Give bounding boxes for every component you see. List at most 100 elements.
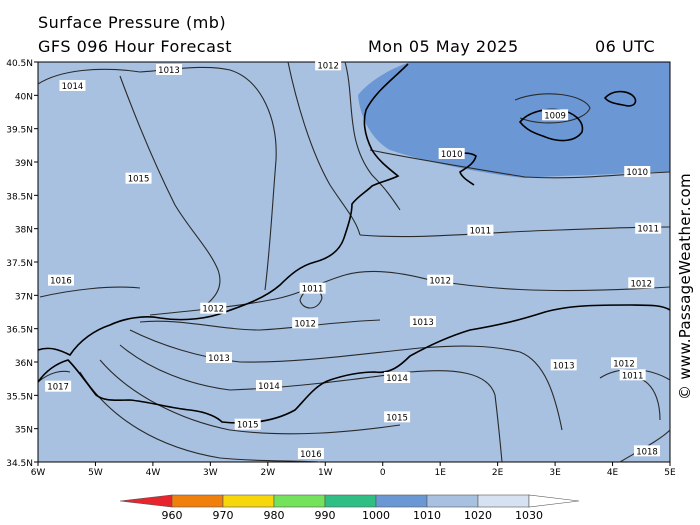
isobar-label: 1012 xyxy=(611,357,638,369)
pressure-legend: 960 970 980 990 1000 1010 1020 1030 xyxy=(119,494,580,522)
isobar-label-bg xyxy=(315,59,342,71)
legend-tick-label: 960 xyxy=(162,509,183,522)
isobar-label: 1015 xyxy=(384,411,411,423)
legend-swatch xyxy=(426,494,479,508)
isobar-1017 xyxy=(37,370,71,383)
isobar-label-text: 1010 xyxy=(441,150,463,160)
lat-label: 37.5N xyxy=(6,259,33,269)
isobar-label-bg xyxy=(634,445,661,457)
isobar-label: 1012 xyxy=(315,59,342,71)
isobar-label-text: 1013 xyxy=(208,354,230,364)
isobar-label: 1013 xyxy=(409,316,436,328)
isobar-label-text: 1014 xyxy=(258,382,280,392)
legend-tick-label: 1010 xyxy=(413,509,441,522)
isobar-label: 1013 xyxy=(155,64,182,76)
isobar-labels: 1013 1014 1012 1009 1010 1010 1015 1011 1011 1016… xyxy=(45,59,662,460)
isobar-label: 1013 xyxy=(550,359,577,371)
isobar-label-bg xyxy=(635,222,662,234)
lon-label: 1E xyxy=(434,468,446,478)
isobar-label-text: 1012 xyxy=(294,319,316,329)
legend-tick-label: 1000 xyxy=(362,509,390,522)
lon-label: 5E xyxy=(664,468,676,478)
isobar-1016-south xyxy=(79,371,321,463)
isobar-label: 1015 xyxy=(234,418,261,431)
lat-label: 36N xyxy=(15,359,33,369)
isobar-label-bg xyxy=(59,80,86,91)
isobar-label-bg xyxy=(299,282,326,294)
isobar-1012 xyxy=(287,61,361,236)
isobar-label-text: 1012 xyxy=(317,61,339,71)
isobar-label-bg xyxy=(384,411,411,423)
isobar-label-text: 1011 xyxy=(302,285,324,295)
isobar-label-text: 1018 xyxy=(636,447,658,457)
isobar-label: 1010 xyxy=(438,148,465,160)
isobar-label-text: 1014 xyxy=(386,374,408,384)
spain-coast xyxy=(37,63,409,357)
isobar-label: 1012 xyxy=(427,274,454,287)
legend-tick-label: 970 xyxy=(213,509,234,522)
forecast-date: Mon 05 May 2025 xyxy=(368,37,519,56)
isobar-label: 1015 xyxy=(125,172,152,185)
isobar-label-text: 1011 xyxy=(637,225,659,235)
isobar-1015-south xyxy=(99,359,401,435)
forecast-subtitle: GFS 096 Hour Forecast xyxy=(38,37,233,56)
isobar-label-bg xyxy=(297,448,324,459)
isobar-label-bg xyxy=(205,352,232,363)
legend-swatch xyxy=(171,494,224,508)
isobar-1011 xyxy=(344,61,401,211)
isobar-label-bg xyxy=(234,418,261,430)
isobar-label: 1011 xyxy=(635,222,662,235)
isobar-label-bg xyxy=(125,172,152,184)
isobar-label: 1016 xyxy=(297,448,324,460)
legend-tick-label: 990 xyxy=(315,509,336,522)
lon-label: 2W xyxy=(261,468,276,478)
isobar-label-text: 1009 xyxy=(544,111,566,121)
isobar-label: 1009 xyxy=(542,109,569,121)
isobar-1012-west xyxy=(139,319,381,331)
lat-label: 39.5N xyxy=(6,126,33,136)
isobar-label-text: 1015 xyxy=(237,421,259,431)
isobar-label-bg xyxy=(292,317,319,329)
isobar-label-text: 1016 xyxy=(300,450,322,460)
legend-swatch xyxy=(273,494,326,508)
isobar-label-text: 1011 xyxy=(622,371,644,381)
lat-label: 36.5N xyxy=(6,326,33,336)
isobar-1014 xyxy=(37,68,141,85)
isobar-1009 xyxy=(514,93,591,124)
legend-high-arrow xyxy=(528,494,580,508)
isobar-label-bg xyxy=(467,224,494,236)
lon-label: 3W xyxy=(203,468,218,478)
isobar-label-text: 1012 xyxy=(202,305,224,315)
isobar-label-bg xyxy=(47,274,74,286)
lat-label: 38.5N xyxy=(6,192,33,202)
isobar-1016 xyxy=(39,286,141,298)
legend-low-arrow xyxy=(119,494,173,508)
lat-label: 37N xyxy=(15,292,33,302)
lon-label: 1W xyxy=(318,468,333,478)
isobar-1018 xyxy=(619,429,671,463)
lat-label: 39N xyxy=(15,159,33,169)
lat-label: 40.5N xyxy=(6,59,33,69)
isobar-label-bg xyxy=(384,372,411,383)
isobar-label: 1014 xyxy=(255,380,282,392)
isobar-label: 1010 xyxy=(624,166,651,178)
isobar-label-bg xyxy=(155,64,182,75)
legend-tick-label: 1030 xyxy=(515,509,543,522)
isobar-label: 1018 xyxy=(634,445,661,457)
lat-label: 38N xyxy=(15,226,33,236)
lon-label: 4W xyxy=(146,468,161,478)
isobar-label: 1016 xyxy=(47,274,74,287)
isobar-label-text: 1012 xyxy=(429,277,451,287)
isobar-label-bg xyxy=(611,357,638,369)
lon-label: 2E xyxy=(492,468,504,478)
isobar-label-bg xyxy=(409,316,436,327)
isobar-label: 1011 xyxy=(467,224,494,237)
isobar-label-bg xyxy=(438,148,465,159)
grid-labels: 40.5N 40N 39.5N 39N 38.5N 38N 37.5N 37N 36.5N 36N… xyxy=(6,59,676,478)
forecast-time: 06 UTC xyxy=(595,37,656,56)
isobar-label-text: 1015 xyxy=(128,175,150,185)
legend-swatch xyxy=(375,494,428,508)
lon-label: 3E xyxy=(549,468,561,478)
isobar-1015 xyxy=(119,75,221,311)
